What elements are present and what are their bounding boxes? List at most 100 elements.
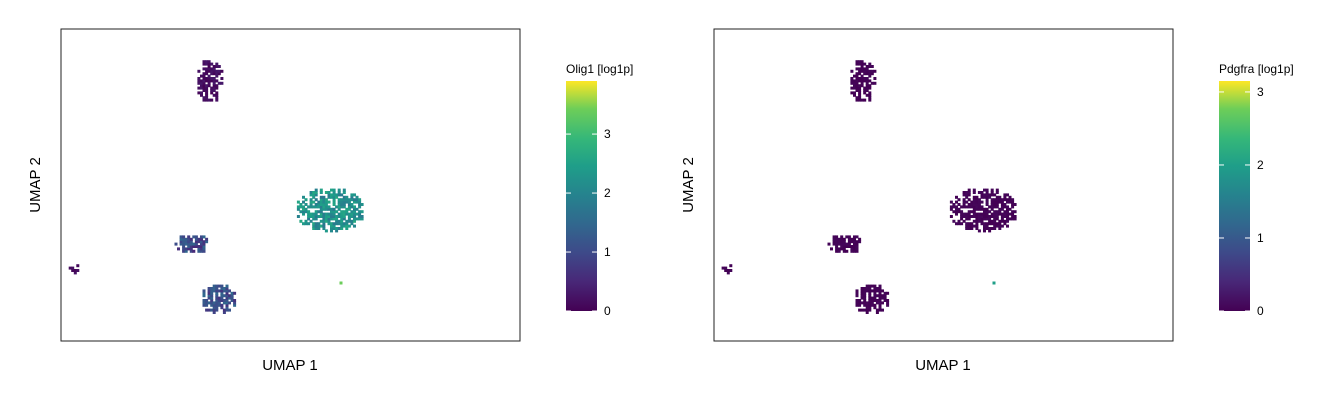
umap-cell-point: [340, 224, 344, 228]
umap-cell-point: [962, 198, 966, 202]
umap-cell-point: [1000, 212, 1004, 216]
umap-cell-point: [967, 205, 971, 209]
umap-cell-point: [302, 195, 305, 199]
umap-cell-point: [322, 200, 326, 204]
umap-cell-point: [205, 86, 209, 90]
umap-cell-point: [327, 191, 331, 194]
umap-cell-point: [860, 81, 864, 85]
umap-cell-point: [220, 299, 224, 302]
umap-cell-point: [995, 215, 999, 218]
umap-cell-point: [202, 60, 206, 64]
umap-cell-point: [1011, 203, 1015, 206]
umap-cell-point: [353, 200, 356, 204]
panel-olig1: UMAP 1 UMAP 2 Olig1 [log1p] 0 1 2 3: [27, 28, 633, 374]
umap-cell-point: [345, 210, 349, 214]
umap-cell-point: [980, 222, 984, 226]
umap-cell-point: [205, 303, 209, 307]
umap-cell-point: [1003, 195, 1007, 199]
umap-cell-point: [858, 67, 862, 71]
umap-cell-point: [870, 81, 874, 85]
umap-cell-point: [1003, 215, 1007, 218]
umap-cell-point: [205, 60, 209, 64]
umap-cell-point: [855, 72, 859, 76]
umap-cell-point: [878, 289, 882, 293]
umap-cell-point: [835, 245, 839, 248]
umap-cell-point: [222, 294, 226, 298]
umap-cell-point: [350, 210, 354, 214]
umap-cell-point: [975, 222, 979, 226]
umap-cell-point: [220, 284, 224, 288]
umap-cell-point: [955, 212, 958, 216]
umap-cell-point: [337, 207, 341, 211]
umap-cell-point: [1008, 207, 1012, 211]
umap-cell-point: [977, 215, 981, 218]
umap-cell-point: [863, 79, 867, 83]
umap-cell-point: [972, 205, 976, 209]
umap-cell-point: [217, 72, 221, 76]
umap-cell-point: [983, 207, 986, 211]
umap-cell-point: [855, 96, 859, 100]
umap-cell-point: [212, 77, 216, 80]
umap-cell-point: [335, 217, 339, 221]
umap-cell-point: [1006, 215, 1009, 218]
umap-cell-point: [855, 249, 859, 253]
umap-cell-point: [330, 193, 333, 197]
umap-cell-point: [215, 287, 219, 290]
umap-cell-point: [187, 247, 191, 251]
umap-cell-point: [1008, 200, 1012, 204]
umap-cell-point: [330, 227, 333, 230]
umap-cell-point: [302, 210, 305, 214]
umap-cell-point: [962, 215, 966, 218]
umap-cell-point: [205, 237, 209, 241]
umap-cell-point: [312, 217, 316, 221]
umap-cell-point: [210, 296, 214, 300]
umap-cell-point: [353, 198, 356, 202]
umap-cell-point: [983, 215, 986, 218]
umap-cell-point: [962, 203, 966, 206]
umap-cell-point: [865, 303, 869, 307]
umap-cell-point: [1011, 215, 1015, 218]
umap-cell-point: [960, 205, 964, 209]
umap-cell-point: [228, 301, 231, 305]
umap-cell-point: [955, 200, 958, 204]
umap-cell-point: [184, 237, 188, 241]
umap-cell-point: [985, 191, 989, 194]
umap-cell-point: [212, 89, 216, 92]
umap-cell-point: [207, 79, 211, 83]
umap-cell-point: [327, 205, 331, 209]
umap-cell-point: [983, 217, 986, 221]
umap-cell-point: [957, 219, 961, 223]
umap-cell-point: [312, 191, 316, 194]
umap-cell-point: [875, 289, 879, 293]
umap-cell-point: [855, 294, 859, 298]
umap-cell-point: [983, 224, 986, 228]
umap-cell-point: [952, 219, 956, 223]
umap-cell-point: [358, 203, 362, 206]
umap-cell-point: [189, 240, 193, 244]
umap-cell-point: [860, 69, 864, 73]
umap-cell-point: [878, 287, 882, 290]
umap-cell-point: [212, 72, 216, 76]
umap-cell-point: [327, 195, 331, 199]
umap-cell-point: [850, 91, 854, 95]
umap-cell-point: [860, 291, 864, 295]
umap-cell-point: [200, 79, 203, 83]
umap-cell-point: [868, 91, 872, 95]
umap-cell-point: [1000, 203, 1004, 206]
umap-cell-point: [202, 62, 206, 66]
umap-cell-point: [192, 242, 196, 246]
umap-cell-point: [347, 207, 351, 211]
umap-cell-point: [200, 235, 203, 239]
umap-cell-point: [983, 222, 986, 226]
umap-cell-point: [205, 77, 209, 80]
umap-cell-point: [314, 224, 318, 228]
umap-cell-point: [197, 79, 201, 83]
umap-cell-point: [878, 303, 882, 307]
umap-cell-point: [312, 224, 316, 228]
umap-cell-point: [358, 212, 362, 216]
umap-cell-point: [230, 291, 234, 295]
umap-cell-point: [207, 301, 211, 305]
umap-cell-point: [309, 215, 313, 218]
umap-cell-point: [988, 222, 992, 226]
umap-cell-point: [949, 207, 953, 211]
